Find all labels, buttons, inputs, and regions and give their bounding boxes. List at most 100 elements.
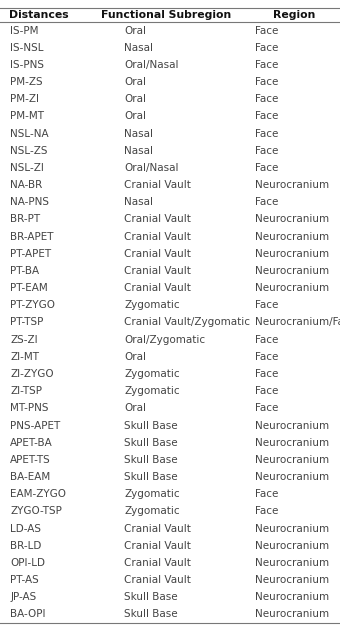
Text: Neurocranium: Neurocranium xyxy=(255,232,329,242)
Text: NSL-ZS: NSL-ZS xyxy=(10,146,48,156)
Text: Face: Face xyxy=(255,335,278,345)
Text: ZI-TSP: ZI-TSP xyxy=(10,386,42,396)
Text: Face: Face xyxy=(255,197,278,207)
Text: Face: Face xyxy=(255,163,278,173)
Text: Neurocranium: Neurocranium xyxy=(255,609,329,619)
Text: Oral: Oral xyxy=(124,26,146,36)
Text: Cranial Vault: Cranial Vault xyxy=(124,249,191,259)
Text: BR-APET: BR-APET xyxy=(10,232,54,242)
Text: Region: Region xyxy=(273,10,315,19)
Text: Cranial Vault: Cranial Vault xyxy=(124,266,191,276)
Text: Neurocranium: Neurocranium xyxy=(255,421,329,431)
Text: Neurocranium: Neurocranium xyxy=(255,524,329,534)
Text: PNS-APET: PNS-APET xyxy=(10,421,61,431)
Text: Neurocranium: Neurocranium xyxy=(255,472,329,482)
Text: Skull Base: Skull Base xyxy=(124,421,178,431)
Text: Face: Face xyxy=(255,111,278,121)
Text: APET-BA: APET-BA xyxy=(10,438,53,448)
Text: Face: Face xyxy=(255,386,278,396)
Text: Zygomatic: Zygomatic xyxy=(124,506,180,516)
Text: PT-BA: PT-BA xyxy=(10,266,39,276)
Text: Face: Face xyxy=(255,369,278,379)
Text: Cranial Vault: Cranial Vault xyxy=(124,283,191,293)
Text: Zygomatic: Zygomatic xyxy=(124,300,180,310)
Text: Face: Face xyxy=(255,489,278,499)
Text: APET-TS: APET-TS xyxy=(10,455,51,465)
Text: Zygomatic: Zygomatic xyxy=(124,489,180,499)
Text: Cranial Vault: Cranial Vault xyxy=(124,232,191,242)
Text: Skull Base: Skull Base xyxy=(124,609,178,619)
Text: Face: Face xyxy=(255,77,278,87)
Text: JP-AS: JP-AS xyxy=(10,592,36,602)
Text: Nasal: Nasal xyxy=(124,146,153,156)
Text: LD-AS: LD-AS xyxy=(10,524,41,534)
Text: PT-EAM: PT-EAM xyxy=(10,283,48,293)
Text: PM-ZI: PM-ZI xyxy=(10,94,39,104)
Text: Cranial Vault: Cranial Vault xyxy=(124,575,191,585)
Text: Neurocranium: Neurocranium xyxy=(255,558,329,568)
Text: Oral: Oral xyxy=(124,94,146,104)
Text: Cranial Vault: Cranial Vault xyxy=(124,180,191,190)
Text: Oral/Nasal: Oral/Nasal xyxy=(124,163,178,173)
Text: PT-TSP: PT-TSP xyxy=(10,318,44,327)
Text: EAM-ZYGO: EAM-ZYGO xyxy=(10,489,66,499)
Text: ZI-MT: ZI-MT xyxy=(10,352,39,362)
Text: Nasal: Nasal xyxy=(124,129,153,139)
Text: Face: Face xyxy=(255,300,278,310)
Text: Face: Face xyxy=(255,94,278,104)
Text: Functional Subregion: Functional Subregion xyxy=(101,10,232,19)
Text: Skull Base: Skull Base xyxy=(124,472,178,482)
Text: Neurocranium: Neurocranium xyxy=(255,541,329,551)
Text: Oral/Zygomatic: Oral/Zygomatic xyxy=(124,335,205,345)
Text: Oral: Oral xyxy=(124,352,146,362)
Text: Nasal: Nasal xyxy=(124,43,153,53)
Text: NSL-ZI: NSL-ZI xyxy=(10,163,44,173)
Text: IS-NSL: IS-NSL xyxy=(10,43,44,53)
Text: Cranial Vault: Cranial Vault xyxy=(124,541,191,551)
Text: BA-OPI: BA-OPI xyxy=(10,609,46,619)
Text: Neurocranium: Neurocranium xyxy=(255,249,329,259)
Text: PT-AS: PT-AS xyxy=(10,575,39,585)
Text: Face: Face xyxy=(255,26,278,36)
Text: Neurocranium: Neurocranium xyxy=(255,455,329,465)
Text: Oral: Oral xyxy=(124,77,146,87)
Text: Face: Face xyxy=(255,43,278,53)
Text: Face: Face xyxy=(255,129,278,139)
Text: Face: Face xyxy=(255,403,278,413)
Text: IS-PM: IS-PM xyxy=(10,26,39,36)
Text: Nasal: Nasal xyxy=(124,197,153,207)
Text: OPI-LD: OPI-LD xyxy=(10,558,45,568)
Text: Zygomatic: Zygomatic xyxy=(124,386,180,396)
Text: Skull Base: Skull Base xyxy=(124,592,178,602)
Text: Skull Base: Skull Base xyxy=(124,455,178,465)
Text: PM-ZS: PM-ZS xyxy=(10,77,43,87)
Text: NSL-NA: NSL-NA xyxy=(10,129,49,139)
Text: Oral/Nasal: Oral/Nasal xyxy=(124,60,178,70)
Text: IS-PNS: IS-PNS xyxy=(10,60,44,70)
Text: Zygomatic: Zygomatic xyxy=(124,369,180,379)
Text: BR-LD: BR-LD xyxy=(10,541,41,551)
Text: PM-MT: PM-MT xyxy=(10,111,44,121)
Text: ZS-ZI: ZS-ZI xyxy=(10,335,38,345)
Text: ZI-ZYGO: ZI-ZYGO xyxy=(10,369,54,379)
Text: Cranial Vault: Cranial Vault xyxy=(124,214,191,224)
Text: Neurocranium: Neurocranium xyxy=(255,575,329,585)
Text: Neurocranium: Neurocranium xyxy=(255,283,329,293)
Text: Cranial Vault: Cranial Vault xyxy=(124,524,191,534)
Text: MT-PNS: MT-PNS xyxy=(10,403,49,413)
Text: Cranial Vault: Cranial Vault xyxy=(124,558,191,568)
Text: Neurocranium: Neurocranium xyxy=(255,266,329,276)
Text: Neurocranium: Neurocranium xyxy=(255,438,329,448)
Text: Oral: Oral xyxy=(124,403,146,413)
Text: Oral: Oral xyxy=(124,111,146,121)
Text: PT-APET: PT-APET xyxy=(10,249,51,259)
Text: Skull Base: Skull Base xyxy=(124,438,178,448)
Text: Neurocranium: Neurocranium xyxy=(255,214,329,224)
Text: Cranial Vault/Zygomatic: Cranial Vault/Zygomatic xyxy=(124,318,250,327)
Text: PT-ZYGO: PT-ZYGO xyxy=(10,300,55,310)
Text: Neurocranium/Face: Neurocranium/Face xyxy=(255,318,340,327)
Text: NA-PNS: NA-PNS xyxy=(10,197,49,207)
Text: Face: Face xyxy=(255,146,278,156)
Text: NA-BR: NA-BR xyxy=(10,180,42,190)
Text: Face: Face xyxy=(255,60,278,70)
